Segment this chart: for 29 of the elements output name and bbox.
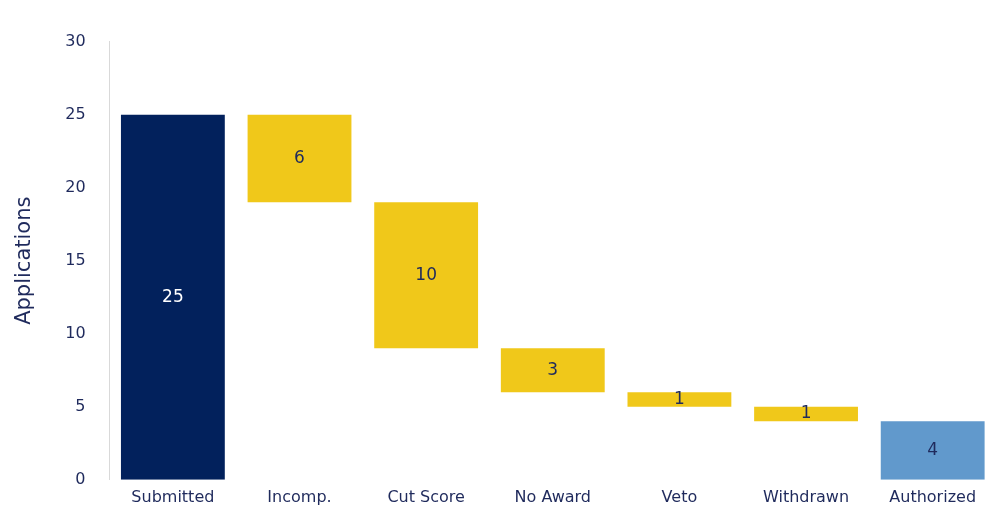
x-tick-label: Submitted xyxy=(131,486,215,506)
y-tick-label: 5 xyxy=(75,395,86,415)
data-label: 25 xyxy=(162,285,184,306)
bar xyxy=(754,406,858,422)
bar xyxy=(627,392,732,407)
x-tick-label: Veto xyxy=(661,486,698,506)
x-tick-label: Authorized xyxy=(889,486,977,506)
y-tick-label: 15 xyxy=(65,249,86,269)
data-label: 3 xyxy=(547,358,559,379)
bar xyxy=(500,348,605,393)
y-tick-label: 25 xyxy=(65,103,86,123)
data-label: 10 xyxy=(415,263,437,284)
x-tick-label: Cut Score xyxy=(387,486,465,506)
x-tick-label: Withdrawn xyxy=(763,486,850,506)
data-label: 6 xyxy=(294,146,305,167)
data-label: 1 xyxy=(800,402,812,423)
y-axis-title: Applications xyxy=(11,196,36,325)
bar xyxy=(374,202,479,349)
y-tick-label: 10 xyxy=(65,322,86,342)
y-tick-label: 0 xyxy=(75,468,86,488)
y-tick-label: 30 xyxy=(65,30,86,50)
bar xyxy=(120,114,225,480)
y-tick-label: 20 xyxy=(65,176,86,196)
x-tick-label: Incomp. xyxy=(267,486,332,506)
x-tick-label: No Award xyxy=(514,486,592,506)
data-label: 1 xyxy=(674,387,685,408)
bar xyxy=(247,114,352,203)
bar xyxy=(880,421,985,480)
data-label: 4 xyxy=(927,439,939,460)
